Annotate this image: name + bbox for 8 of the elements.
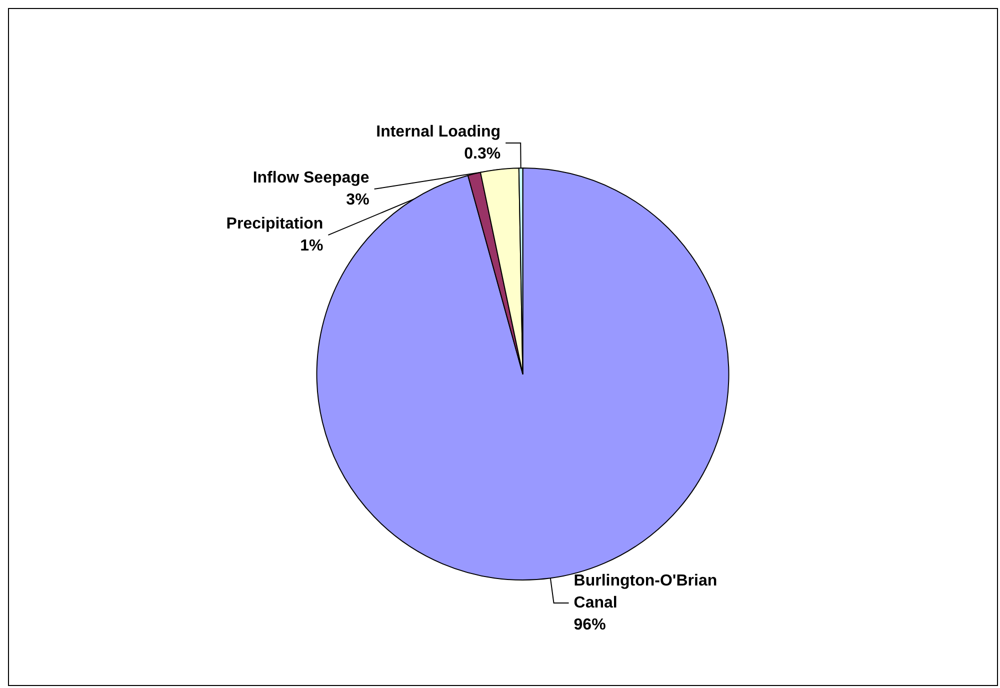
data-label: 3% bbox=[346, 192, 370, 209]
slice-label: Inflow Seepage bbox=[252, 170, 370, 187]
data-label: 1% bbox=[300, 238, 324, 255]
slice-label: Precipitation bbox=[226, 216, 324, 233]
slice-label: Internal Loading bbox=[376, 124, 501, 141]
slice-label: Burlington-O'Brian Canal bbox=[574, 572, 722, 612]
data-label: 0.3% bbox=[464, 146, 501, 163]
data-label: 96% bbox=[574, 616, 606, 634]
